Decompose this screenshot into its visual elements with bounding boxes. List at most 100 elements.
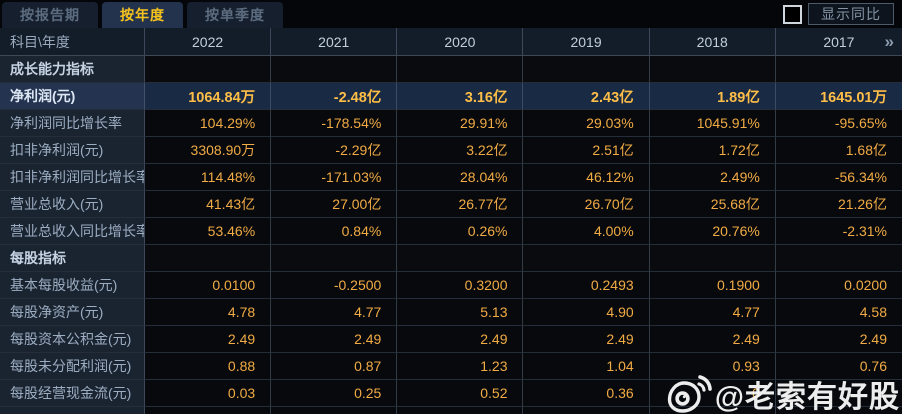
value-cell: [523, 245, 650, 272]
value-cell: 104.29%: [145, 110, 272, 137]
value-cell: 1.23: [397, 353, 524, 380]
row-label: 净利润(元): [0, 83, 145, 110]
table-row: 每股指标: [0, 245, 902, 272]
value-cell: 21.26亿: [775, 191, 902, 218]
tab-by-year[interactable]: 按年度: [102, 2, 183, 28]
value-cell: -56.34%: [775, 164, 902, 191]
value-cell: 0: [649, 380, 776, 407]
corner-header-cell: 科目\年度: [0, 28, 145, 55]
row-label: 成长能力指标: [0, 56, 145, 83]
value-cell: 4.90: [523, 299, 650, 326]
table-row: 每股未分配利润(元) 0.88 0.87 1.23 1.04 0.93 0.76: [0, 353, 902, 380]
value-cell: 2.49: [271, 326, 398, 353]
value-cell: 41.43亿: [145, 191, 272, 218]
table-row: 扣非净利润(元) 3308.90万 -2.29亿 3.22亿 2.51亿 1.7…: [0, 137, 902, 164]
table-row: 每股经营现金流(元) 0.03 0.25 0.52 0.36 0: [0, 380, 902, 407]
value-cell: 2.49%: [649, 164, 776, 191]
value-cell: 46.12%: [523, 164, 650, 191]
table-row: 每股净资产(元) 4.78 4.77 5.13 4.90 4.77 4.58: [0, 299, 902, 326]
value-cell: 1.72亿: [649, 137, 776, 164]
year-header-2020: 2020: [397, 28, 524, 55]
value-cell: 0.36: [523, 380, 650, 407]
table-row: [0, 407, 902, 414]
value-cell: 0.25: [271, 380, 398, 407]
value-cell: [397, 245, 524, 272]
value-cell: [649, 56, 776, 83]
table-row: 每股资本公积金(元) 2.49 2.49 2.49 2.49 2.49 2.49: [0, 326, 902, 353]
value-cell: [397, 407, 524, 414]
value-cell: 0.87: [271, 353, 398, 380]
value-cell: 0.0200: [775, 272, 902, 299]
value-cell: 0.93: [649, 353, 776, 380]
value-cell: 0.88: [145, 353, 272, 380]
value-cell: 0.26%: [397, 218, 524, 245]
value-cell: 3.22亿: [397, 137, 524, 164]
show-yoy-checkbox[interactable]: [783, 4, 802, 24]
year-header-2019: 2019: [523, 28, 650, 55]
table-row: 营业总收入同比增长率 53.46% 0.84% 0.26% 4.00% 20.7…: [0, 218, 902, 245]
year-header-2017: 2017 »: [776, 28, 902, 55]
value-cell: 0.52: [397, 380, 524, 407]
value-cell: 25.68亿: [649, 191, 776, 218]
row-label: 每股资本公积金(元): [0, 326, 145, 353]
value-cell: -0.2500: [271, 272, 398, 299]
table-row: 营业总收入(元) 41.43亿 27.00亿 26.77亿 26.70亿 25.…: [0, 191, 902, 218]
value-cell: [775, 407, 902, 414]
value-cell: 1045.91%: [649, 110, 776, 137]
tab-by-report-period[interactable]: 按报告期: [2, 2, 98, 28]
value-cell: [649, 245, 776, 272]
value-cell: [271, 407, 398, 414]
value-cell: 1064.84万: [145, 83, 272, 110]
show-yoy-label[interactable]: 显示同比: [808, 3, 894, 25]
value-cell: 2.49: [145, 326, 272, 353]
value-cell: [145, 56, 272, 83]
value-cell: [523, 407, 650, 414]
value-cell: 3308.90万: [145, 137, 272, 164]
year-header-2022: 2022: [145, 28, 272, 55]
row-label: 扣非净利润(元): [0, 137, 145, 164]
value-cell: 53.46%: [145, 218, 272, 245]
value-cell: 0.3200: [397, 272, 524, 299]
tab-by-quarter[interactable]: 按单季度: [187, 2, 283, 28]
value-cell: 2.49: [523, 326, 650, 353]
value-cell: 29.03%: [523, 110, 650, 137]
value-cell: 1645.01万: [775, 83, 902, 110]
value-cell: [775, 245, 902, 272]
table-row: 净利润同比增长率 104.29% -178.54% 29.91% 29.03% …: [0, 110, 902, 137]
year-header-2021: 2021: [271, 28, 398, 55]
year-header-2018: 2018: [650, 28, 776, 55]
row-label: 营业总收入同比增长率: [0, 218, 145, 245]
value-cell: 0.0100: [145, 272, 272, 299]
value-cell: 26.77亿: [397, 191, 524, 218]
table-row: 扣非净利润同比增长率 114.48% -171.03% 28.04% 46.12…: [0, 164, 902, 191]
value-cell: 0.84%: [271, 218, 398, 245]
value-cell: [271, 56, 398, 83]
table-body: 成长能力指标 净利润(元) 1064.84万 -2.48亿 3.16亿 2.43…: [0, 56, 902, 414]
value-cell: 5.13: [397, 299, 524, 326]
value-cell: [271, 245, 398, 272]
value-cell: 27.00亿: [271, 191, 398, 218]
value-cell: [523, 56, 650, 83]
value-cell: 1.68亿: [775, 137, 902, 164]
row-label: [0, 407, 145, 414]
value-cell: -178.54%: [271, 110, 398, 137]
value-cell: 26.70亿: [523, 191, 650, 218]
value-cell: 28.04%: [397, 164, 524, 191]
value-cell: -2.31%: [775, 218, 902, 245]
value-cell: 4.78: [145, 299, 272, 326]
value-cell: 4.00%: [523, 218, 650, 245]
value-cell: 0.2493: [523, 272, 650, 299]
row-label: 基本每股收益(元): [0, 272, 145, 299]
value-cell: [397, 56, 524, 83]
table-header-row: 科目\年度 2022 2021 2020 2019 2018 2017 »: [0, 28, 902, 56]
value-cell: 29.91%: [397, 110, 524, 137]
row-label: 每股经营现金流(元): [0, 380, 145, 407]
value-cell: [775, 380, 902, 407]
value-cell: 0.1900: [649, 272, 776, 299]
value-cell: 1.04: [523, 353, 650, 380]
more-years-chevron-icon[interactable]: »: [884, 32, 894, 51]
value-cell: [649, 407, 776, 414]
value-cell: -2.29亿: [271, 137, 398, 164]
value-cell: -95.65%: [775, 110, 902, 137]
